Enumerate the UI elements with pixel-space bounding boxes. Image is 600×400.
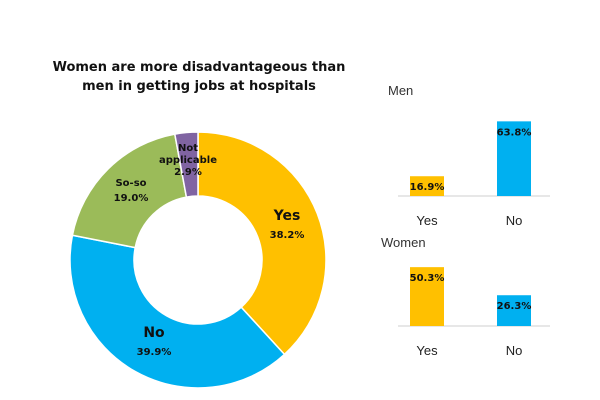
donut-slice-not-applicable <box>173 131 199 198</box>
men-category-yes: Yes <box>416 213 438 228</box>
women-bar-yes <box>410 267 444 326</box>
men-bar-chart: Men 16.9% Yes 63.8% No <box>388 83 550 228</box>
slice-label-not-applicable-2: applicable <box>159 155 217 166</box>
women-bar-value-yes: 50.3% <box>410 273 445 284</box>
slice-label-not-applicable-1: Not <box>178 143 198 154</box>
donut-title-line-1: Women are more disadvantageous than <box>53 60 346 75</box>
women-panel-title: Women <box>381 235 426 250</box>
men-bar-yes <box>410 176 444 196</box>
slice-label-yes: Yes <box>273 208 301 224</box>
men-category-no: No <box>506 213 523 228</box>
women-category-no: No <box>506 343 523 358</box>
donut-slice-so-so <box>71 133 188 249</box>
men-bar-value-no: 63.8% <box>497 127 532 138</box>
donut-slice-yes <box>197 131 327 356</box>
men-bar-no <box>497 121 531 196</box>
men-panel-title: Men <box>388 83 413 98</box>
slice-value-no: 39.9% <box>137 347 172 358</box>
slice-value-so-so: 19.0% <box>114 193 149 204</box>
donut-title-line-2: men in getting jobs at hospitals <box>82 79 316 94</box>
women-bar-value-no: 26.3% <box>497 301 532 312</box>
women-bar-chart: Women 50.3% Yes 26.3% No <box>381 235 550 358</box>
slice-label-so-so: So-so <box>115 178 146 189</box>
slice-label-no: No <box>143 325 165 341</box>
women-category-yes: Yes <box>416 343 438 358</box>
men-bar-value-yes: 16.9% <box>410 182 445 193</box>
donut-slice-no <box>69 234 286 389</box>
women-bar-no <box>497 295 531 326</box>
slice-value-yes: 38.2% <box>270 230 305 241</box>
slice-value-not-applicable: 2.9% <box>174 167 202 178</box>
donut-chart: Women are more disadvantageous than men … <box>53 60 346 389</box>
